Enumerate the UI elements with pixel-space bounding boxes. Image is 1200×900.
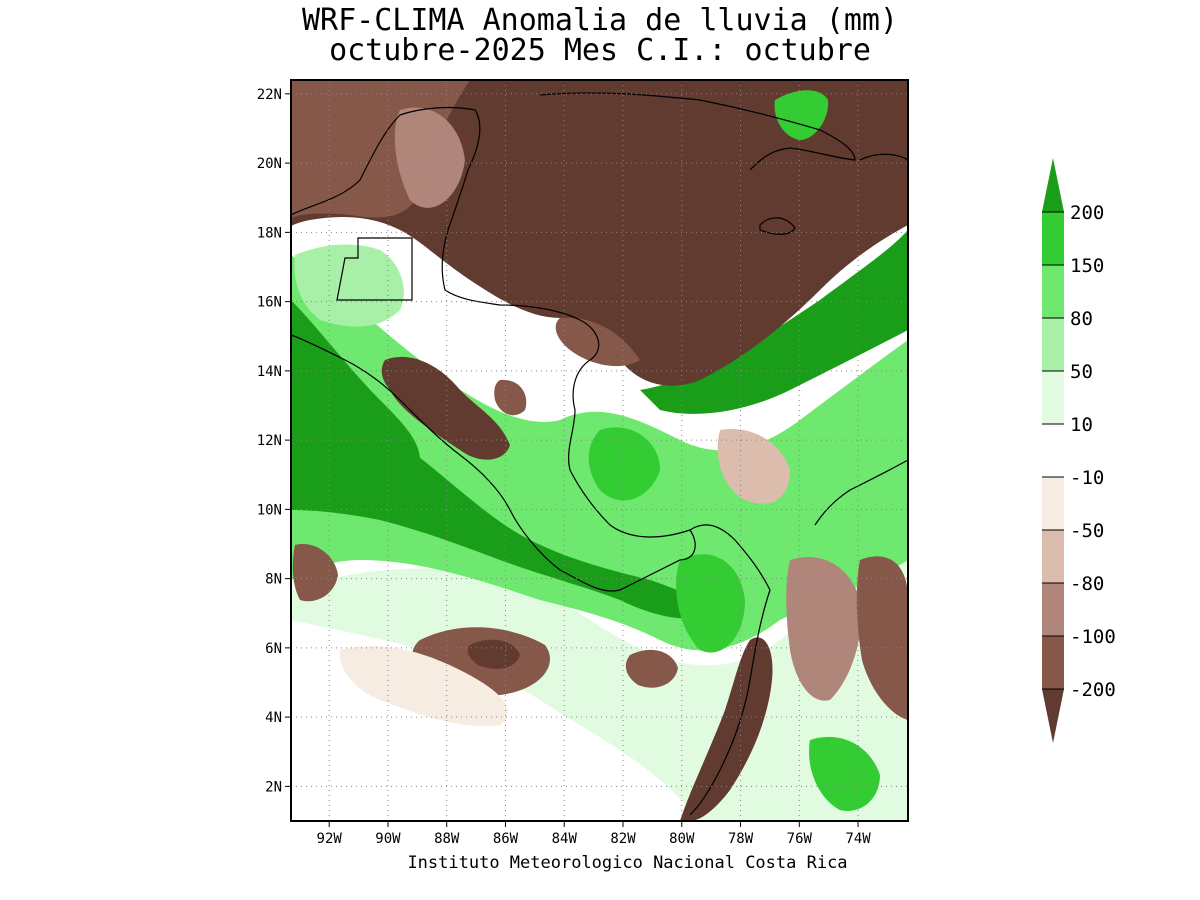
- field-green-cuba: [774, 90, 829, 140]
- field-green-colombia-south: [809, 736, 880, 811]
- colorbar-label: -80: [1070, 573, 1104, 595]
- field-brown-nicaragua-north: [494, 379, 527, 416]
- field-light-brown-colombia: [786, 556, 861, 701]
- lat-tick-label: 18N: [257, 225, 282, 241]
- lat-tick-label: 4N: [265, 710, 282, 726]
- lat-tick-label: 16N: [257, 295, 282, 311]
- colorbar-label: -10: [1070, 467, 1104, 489]
- lat-tick-label: 6N: [265, 641, 282, 657]
- field-green-nicaragua: [588, 427, 660, 501]
- gridlines: [291, 80, 908, 821]
- field-pale-green-guatemala: [294, 244, 404, 327]
- lon-tick-label: 82W: [610, 831, 636, 847]
- colorbar-segment: [1042, 212, 1064, 265]
- lat-tick-label: 14N: [257, 364, 282, 380]
- credit-text: Instituto Meteorologico Nacional Costa R…: [407, 853, 848, 873]
- field-dark-brown-honduras: [381, 356, 510, 460]
- lon-tick-label: 74W: [845, 831, 871, 847]
- latitude-axis: 22N 20N 18N 16N 14N 12N 10N 8N 6N 4N 2N: [257, 87, 291, 795]
- field-brown-colombia-east: [856, 556, 908, 720]
- colorbar-segment: [1042, 424, 1064, 477]
- colorbar-label: -200: [1070, 679, 1116, 701]
- colorbar-top-arrow: [1042, 158, 1064, 212]
- anomaly-field: [291, 80, 908, 821]
- colorbar-legend: 200 150 80 50 10 -10 -50 -80 -100 -200: [1042, 158, 1116, 743]
- lat-tick-label: 8N: [265, 572, 282, 588]
- field-pink-caribbean-south: [717, 429, 790, 504]
- colorbar-label: 10: [1070, 414, 1093, 436]
- colorbar-label: -50: [1070, 520, 1104, 542]
- field-light-brown-yucatan: [394, 107, 465, 208]
- colorbar-bottom-arrow: [1042, 689, 1064, 743]
- field-dark-green-west: [291, 300, 420, 470]
- colorbar-segment: [1042, 371, 1064, 424]
- colorbar-label: 200: [1070, 202, 1104, 224]
- field-dark-brown-south-pacific: [467, 639, 520, 669]
- field-light-green: [291, 540, 908, 821]
- lat-tick-label: 12N: [257, 433, 282, 449]
- lon-tick-label: 78W: [728, 831, 754, 847]
- field-green-panama: [676, 554, 745, 653]
- lat-tick-label: 22N: [257, 87, 282, 103]
- field-brown-honduras-coast: [555, 317, 640, 367]
- colorbar-segment: [1042, 265, 1064, 318]
- coastlines: [291, 92, 908, 816]
- colorbar-label: 50: [1070, 361, 1093, 383]
- colorbar-segment: [1042, 318, 1064, 371]
- colorbar-segment: [1042, 636, 1064, 689]
- colorbar-segment: [1042, 530, 1064, 583]
- longitude-axis: 92W 90W 88W 86W 84W 82W 80W 78W 76W 74W: [317, 821, 871, 847]
- lon-tick-label: 88W: [434, 831, 460, 847]
- map-subtitle: octubre-2025 Mes C.I.: octubre: [329, 33, 871, 68]
- field-brown-south-central: [625, 649, 678, 688]
- lon-tick-label: 86W: [493, 831, 519, 847]
- map-title: WRF-CLIMA Anomalia de lluvia (mm): [301, 3, 899, 38]
- colorbar-label: 150: [1070, 255, 1104, 277]
- lon-tick-label: 84W: [552, 831, 578, 847]
- lon-tick-label: 90W: [375, 831, 401, 847]
- colorbar-label: 80: [1070, 308, 1093, 330]
- lat-tick-label: 2N: [265, 779, 282, 795]
- lon-tick-label: 80W: [669, 831, 695, 847]
- colorbar-segment: [1042, 477, 1064, 530]
- lat-tick-label: 20N: [257, 156, 282, 172]
- lon-tick-label: 76W: [787, 831, 813, 847]
- colorbar-label: -100: [1070, 626, 1116, 648]
- lat-tick-label: 10N: [257, 502, 282, 518]
- field-peach-south-west: [339, 646, 508, 726]
- colorbar-segment: [1042, 583, 1064, 636]
- plot-frame: [290, 79, 909, 822]
- field-brown-far-west: [292, 544, 338, 602]
- lon-tick-label: 92W: [317, 831, 343, 847]
